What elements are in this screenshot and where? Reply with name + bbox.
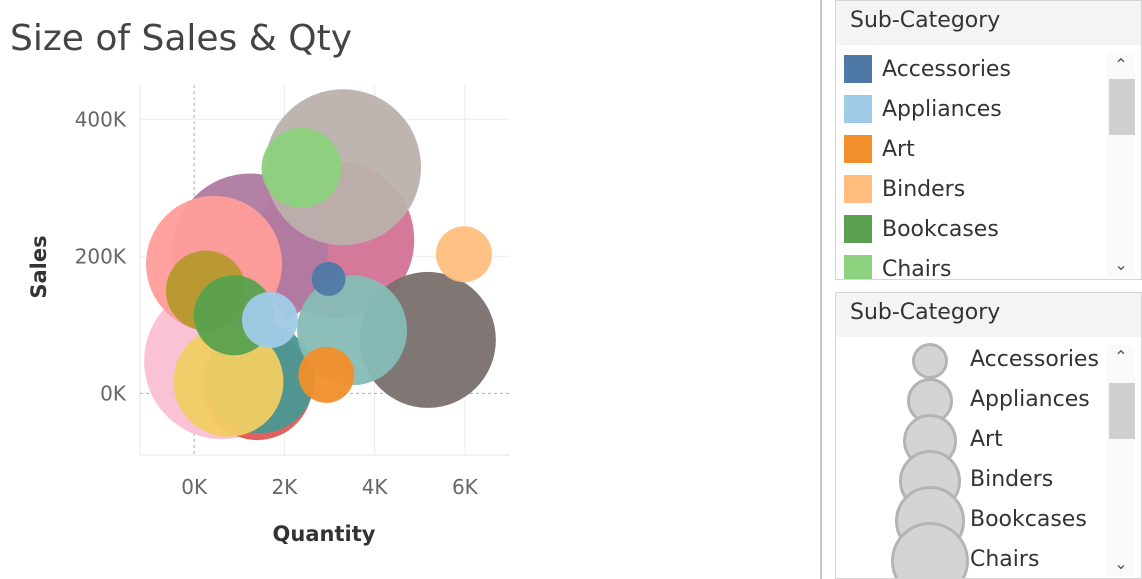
bubble-chairs[interactable] (261, 127, 342, 208)
size-legend-label: Binders (970, 467, 1054, 492)
bubble-binders[interactable] (435, 226, 492, 283)
bubble-appliances[interactable] (241, 292, 298, 349)
color-legend-item[interactable]: Accessories (844, 49, 1011, 89)
y-tick-label: 200K (75, 244, 127, 268)
y-tick-label: 0K (100, 381, 127, 405)
size-legend-items: Accessories Appliances Art Binders Bookcases… (836, 341, 1141, 578)
chevron-down-icon[interactable]: ⌄ (1114, 554, 1128, 573)
x-tick-label: 0K (181, 475, 208, 499)
color-legend: Sub-Category Accessories Appliances Art Bin… (835, 0, 1142, 280)
size-legend-item[interactable]: Bookcases (836, 486, 1105, 556)
size-legend-title: Sub-Category (836, 293, 1141, 337)
y-tick-label: 400K (75, 107, 127, 131)
size-legend: Sub-Category Accessories Appliances Art Bin… (835, 292, 1142, 579)
size-legend-item[interactable]: Chairs (836, 522, 1105, 578)
x-tick-label: 2K (271, 475, 298, 499)
bubble-envelopes[interactable] (173, 326, 284, 437)
size-legend-label: Appliances (970, 387, 1090, 412)
color-swatch (844, 255, 872, 279)
size-legend-item[interactable]: Accessories (836, 341, 1105, 381)
color-legend-item[interactable]: Binders (844, 169, 965, 209)
size-legend-item[interactable]: Art (836, 414, 1105, 468)
color-swatch (844, 95, 872, 123)
color-legend-item[interactable]: Appliances (844, 89, 1002, 129)
color-legend-label: Chairs (882, 256, 952, 280)
axes: 0K 200K 400K 0K 2K 4K 6K Quantity Sales (27, 107, 479, 546)
chart-title: Size of Sales & Qty (10, 18, 353, 59)
y-axis-title: Sales (27, 235, 51, 298)
size-legend-label: Accessories (970, 347, 1099, 372)
size-legend-label: Bookcases (970, 507, 1087, 532)
color-swatch (844, 55, 872, 83)
color-legend-scrollbar[interactable]: ⌃ ⌄ (1107, 53, 1135, 277)
x-axis-title: Quantity (273, 522, 376, 546)
color-legend-label: Binders (882, 176, 966, 202)
chevron-down-icon[interactable]: ⌄ (1114, 255, 1128, 274)
size-swatch (891, 522, 969, 578)
size-legend-item[interactable]: Binders (836, 450, 1105, 512)
color-legend-title: Sub-Category (836, 1, 1141, 45)
bubble-accessories[interactable] (311, 261, 346, 296)
size-legend-label: Chairs (970, 547, 1040, 572)
color-legend-label: Appliances (882, 96, 1002, 122)
size-swatch (912, 343, 948, 379)
bubble-chart: 0K 200K 400K 0K 2K 4K 6K Quantity Sales (27, 85, 510, 546)
chevron-up-icon[interactable]: ⌃ (1114, 347, 1128, 366)
chevron-up-icon[interactable]: ⌃ (1114, 55, 1128, 74)
bubbles (144, 89, 496, 441)
color-swatch (844, 175, 872, 203)
color-swatch (844, 135, 872, 163)
color-legend-items: Accessories Appliances Art Binders Bookcases… (836, 49, 1141, 279)
scroll-thumb[interactable] (1109, 383, 1135, 439)
color-swatch (844, 215, 872, 243)
scroll-thumb[interactable] (1109, 79, 1135, 135)
size-legend-scrollbar[interactable]: ⌃ ⌄ (1107, 345, 1135, 576)
color-legend-item[interactable]: Art (844, 129, 915, 169)
color-legend-item[interactable]: Bookcases (844, 209, 999, 249)
pane-divider (820, 0, 822, 579)
bubble-art[interactable] (298, 346, 355, 403)
size-legend-item[interactable]: Appliances (836, 378, 1105, 424)
x-tick-label: 4K (362, 475, 389, 499)
color-legend-label: Bookcases (882, 216, 999, 242)
x-tick-label: 6K (452, 475, 479, 499)
color-legend-item[interactable]: Chairs (844, 249, 951, 279)
color-legend-label: Art (882, 136, 915, 162)
size-legend-label: Art (970, 427, 1003, 452)
color-legend-label: Accessories (882, 56, 1011, 82)
